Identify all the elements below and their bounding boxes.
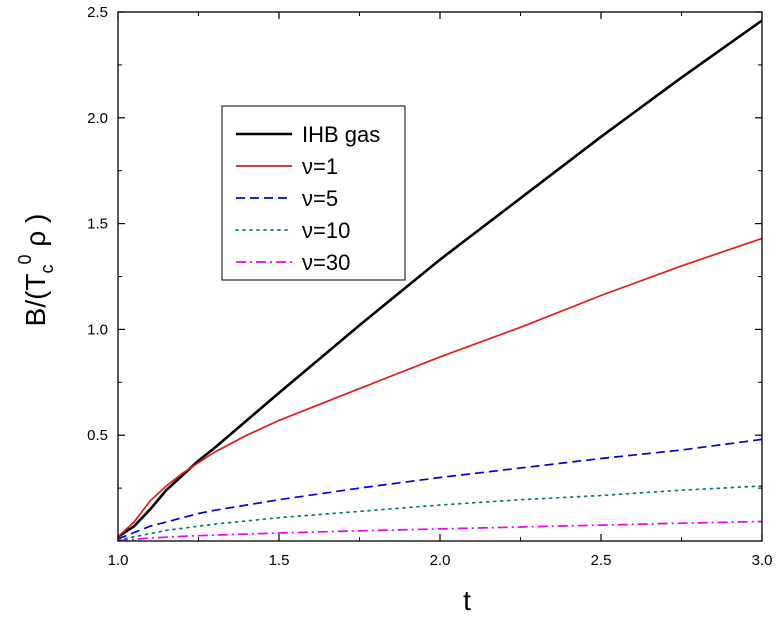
legend: IHB gas ν=1 ν=5 ν=10 ν=30 [221, 105, 406, 281]
y-axis-title-main: B/(T [20, 273, 51, 326]
legend-label-2: ν=5 [302, 186, 338, 211]
x-axis-title: t [463, 585, 471, 616]
x-tick-label: 2.0 [430, 552, 451, 569]
legend-label-1: ν=1 [302, 154, 338, 179]
y-tick-label: 2.5 [87, 4, 108, 21]
y-axis-title-subscript: c [37, 264, 57, 273]
y-tick-label: 1.5 [87, 216, 108, 233]
series-line-1 [117, 237, 763, 538]
series-line-2 [117, 438, 763, 540]
y-axis-title: B/(Tc0 ρ ) [15, 214, 57, 327]
series-line-0 [117, 19, 763, 538]
legend-label-3: ν=10 [302, 218, 350, 243]
plot-frame [117, 11, 763, 542]
y-tick-label: 1.0 [87, 321, 108, 338]
series-line-3 [117, 485, 763, 541]
y-tick-label: 0.5 [87, 427, 108, 444]
axes [117, 11, 763, 542]
legend-label-0: IHB gas [302, 122, 380, 147]
x-tick-label: 2.5 [591, 552, 612, 569]
ticks: 1.0 1.5 2.0 2.5 3.0 0.5 1.0 1.5 2.0 2.5 [87, 4, 772, 569]
y-tick-label: 2.0 [87, 110, 108, 127]
series-line-4 [117, 520, 763, 542]
legend-label-4: ν=30 [302, 250, 350, 275]
x-tick-label: 1.0 [108, 552, 129, 569]
plot-area [117, 19, 763, 542]
y-axis-title-superscript: 0 [15, 254, 35, 264]
y-axis-title-tail: ρ ) [20, 214, 51, 255]
x-tick-label: 3.0 [752, 552, 773, 569]
x-tick-label: 1.5 [269, 552, 290, 569]
